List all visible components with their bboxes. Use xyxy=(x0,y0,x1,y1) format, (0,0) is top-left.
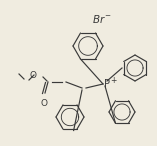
Text: +: + xyxy=(111,76,117,85)
Text: Br$^-$: Br$^-$ xyxy=(92,13,112,25)
Text: O: O xyxy=(41,99,48,108)
Text: O: O xyxy=(30,72,37,80)
Text: P: P xyxy=(104,79,110,89)
